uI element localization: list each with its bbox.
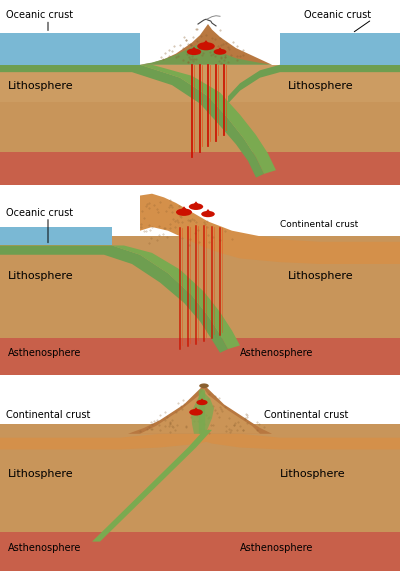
Polygon shape [192, 202, 200, 207]
Polygon shape [0, 227, 112, 246]
Polygon shape [0, 152, 400, 185]
Text: Lithosphere: Lithosphere [288, 81, 354, 91]
Polygon shape [199, 399, 205, 403]
Polygon shape [0, 65, 264, 178]
Polygon shape [179, 206, 189, 212]
Text: Oceanic crust: Oceanic crust [304, 10, 371, 21]
Polygon shape [140, 194, 400, 264]
Text: Asthenosphere: Asthenosphere [8, 544, 81, 553]
Text: Asthenosphere: Asthenosphere [240, 348, 313, 359]
Circle shape [189, 409, 203, 416]
Circle shape [214, 49, 226, 55]
Text: Continental crust: Continental crust [264, 410, 348, 420]
Polygon shape [216, 47, 224, 52]
Polygon shape [92, 430, 212, 542]
Polygon shape [0, 33, 140, 65]
Polygon shape [228, 65, 400, 103]
Circle shape [197, 42, 215, 50]
Text: Lithosphere: Lithosphere [8, 271, 74, 281]
Circle shape [201, 211, 215, 217]
Polygon shape [140, 24, 272, 65]
Polygon shape [280, 33, 400, 65]
Polygon shape [0, 338, 400, 375]
Text: Oceanic crust: Oceanic crust [6, 208, 73, 218]
Circle shape [196, 400, 208, 405]
Text: Lithosphere: Lithosphere [8, 469, 74, 479]
Polygon shape [0, 65, 400, 185]
Text: Lithosphere: Lithosphere [280, 469, 346, 479]
Polygon shape [204, 209, 212, 214]
Polygon shape [200, 424, 400, 449]
Text: Oceanic crust: Oceanic crust [6, 10, 73, 21]
Text: Asthenosphere: Asthenosphere [8, 348, 81, 359]
Polygon shape [191, 391, 214, 434]
Circle shape [176, 208, 192, 216]
Text: Continental crust: Continental crust [6, 410, 90, 420]
Polygon shape [0, 424, 400, 571]
Circle shape [189, 203, 203, 210]
Polygon shape [199, 389, 205, 434]
Polygon shape [128, 385, 272, 434]
Text: Asthenosphere: Asthenosphere [240, 544, 313, 553]
Text: Lithosphere: Lithosphere [288, 271, 354, 281]
Polygon shape [0, 236, 400, 375]
Polygon shape [0, 65, 400, 102]
Polygon shape [190, 47, 198, 52]
Polygon shape [0, 246, 228, 353]
Polygon shape [112, 246, 240, 349]
Polygon shape [192, 407, 200, 412]
Polygon shape [140, 389, 260, 434]
Polygon shape [140, 65, 276, 174]
Polygon shape [0, 424, 212, 449]
Polygon shape [140, 43, 272, 65]
Polygon shape [201, 40, 211, 46]
Polygon shape [0, 532, 400, 571]
Circle shape [187, 49, 201, 55]
Text: Lithosphere: Lithosphere [8, 81, 74, 91]
Circle shape [199, 384, 209, 388]
Text: Continental crust: Continental crust [280, 220, 358, 229]
